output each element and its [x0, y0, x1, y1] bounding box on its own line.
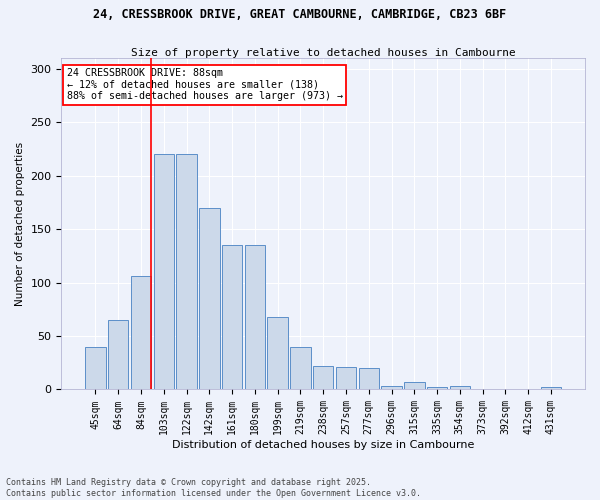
Bar — [108, 320, 128, 390]
Bar — [176, 154, 197, 390]
Bar — [359, 368, 379, 390]
Bar — [427, 388, 448, 390]
Bar — [336, 367, 356, 390]
Bar — [222, 245, 242, 390]
Text: Contains HM Land Registry data © Crown copyright and database right 2025.
Contai: Contains HM Land Registry data © Crown c… — [6, 478, 421, 498]
X-axis label: Distribution of detached houses by size in Cambourne: Distribution of detached houses by size … — [172, 440, 475, 450]
Bar — [245, 245, 265, 390]
Bar — [313, 366, 334, 390]
Bar — [290, 346, 311, 390]
Text: 24, CRESSBROOK DRIVE, GREAT CAMBOURNE, CAMBRIDGE, CB23 6BF: 24, CRESSBROOK DRIVE, GREAT CAMBOURNE, C… — [94, 8, 506, 20]
Y-axis label: Number of detached properties: Number of detached properties — [15, 142, 25, 306]
Text: 24 CRESSBROOK DRIVE: 88sqm
← 12% of detached houses are smaller (138)
88% of sem: 24 CRESSBROOK DRIVE: 88sqm ← 12% of deta… — [67, 68, 343, 102]
Bar — [404, 382, 425, 390]
Bar — [381, 386, 402, 390]
Bar — [154, 154, 174, 390]
Bar — [268, 317, 288, 390]
Bar — [85, 346, 106, 390]
Bar — [449, 386, 470, 390]
Title: Size of property relative to detached houses in Cambourne: Size of property relative to detached ho… — [131, 48, 515, 58]
Bar — [541, 388, 561, 390]
Bar — [199, 208, 220, 390]
Bar — [131, 276, 151, 390]
